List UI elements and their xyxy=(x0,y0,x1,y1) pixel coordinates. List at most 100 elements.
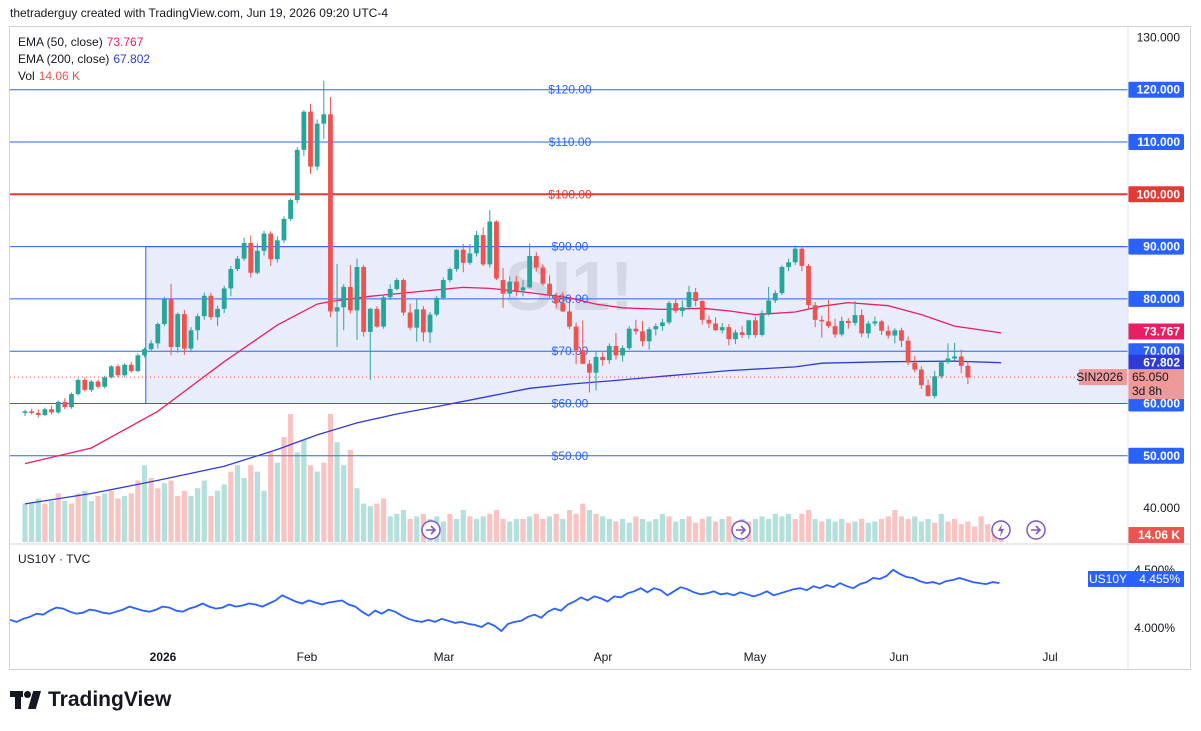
candle-body xyxy=(480,235,486,265)
candle-body xyxy=(122,364,127,376)
volume-bar xyxy=(55,493,61,542)
candle-body xyxy=(128,364,134,372)
volume-bar xyxy=(281,437,287,542)
volume-bar xyxy=(766,518,772,542)
candle-body xyxy=(905,340,911,363)
volume-bar xyxy=(294,452,300,542)
volume-bar xyxy=(135,480,141,542)
level-label-80: $80.00 xyxy=(552,292,589,306)
candle-body xyxy=(653,326,659,330)
us10y-tick-4.000: 4.000% xyxy=(1134,621,1175,635)
candle-body xyxy=(394,280,400,289)
candle-body xyxy=(606,345,612,361)
volume-bar xyxy=(540,518,546,542)
candle-body xyxy=(288,200,293,219)
volume-bar xyxy=(819,521,825,542)
volume-bar xyxy=(128,493,134,542)
candle-body xyxy=(859,315,865,334)
level-label-110: $110.00 xyxy=(549,135,592,149)
volume-bar xyxy=(407,518,413,542)
candle-body xyxy=(215,308,220,318)
candle-body xyxy=(188,330,194,349)
candle-body xyxy=(845,320,851,323)
candle-body xyxy=(573,326,579,351)
us10y-name-tag-text: US10Y xyxy=(1089,572,1127,586)
volume-bar xyxy=(892,510,898,542)
volume-bar xyxy=(88,501,94,542)
legend-ema50[interactable]: EMA (50, close) 73.767 xyxy=(18,34,143,50)
volume-bar xyxy=(480,516,486,542)
candle-body xyxy=(401,280,406,313)
candle-body xyxy=(912,362,918,370)
volume-bar xyxy=(666,516,672,542)
volume-bar xyxy=(812,518,818,542)
volume-bar xyxy=(473,518,480,542)
candle-body xyxy=(301,111,307,150)
candle-body xyxy=(108,366,114,378)
candle-body xyxy=(115,366,121,376)
lightning-glyph xyxy=(998,524,1004,537)
volume-bar xyxy=(865,522,871,542)
candle-body xyxy=(22,411,28,413)
candle-body xyxy=(102,377,108,387)
volume-bar xyxy=(102,493,108,542)
candle-body xyxy=(62,401,68,408)
candle-body xyxy=(533,256,539,268)
candle-body xyxy=(613,345,619,356)
us10y-name-tag xyxy=(1088,571,1128,587)
volume-bar xyxy=(341,465,347,542)
candle-body xyxy=(666,303,672,323)
candle-body xyxy=(181,314,187,349)
level-label-70: $70.00 xyxy=(552,344,589,358)
candle-body xyxy=(679,307,685,311)
candle-body xyxy=(713,323,718,331)
volume-bar xyxy=(825,518,832,542)
candle-body xyxy=(374,308,380,327)
axis-tag-text-80: 80.000 xyxy=(1143,292,1180,306)
candle-body xyxy=(620,348,625,356)
axis-tag-50 xyxy=(1128,447,1184,464)
axis-tag-last xyxy=(1128,369,1184,400)
candle-body xyxy=(819,319,825,322)
volume-bar xyxy=(95,495,101,542)
volume-bar xyxy=(29,503,35,542)
candle-body xyxy=(195,316,201,331)
candle-body xyxy=(447,269,453,281)
volume-bar xyxy=(586,510,592,542)
volume-bar xyxy=(307,465,314,542)
volume-bar xyxy=(440,521,446,542)
candle-body xyxy=(759,313,765,335)
volume-bar xyxy=(447,513,453,542)
volume-bar xyxy=(659,513,666,542)
level-label-120: $120.00 xyxy=(548,83,592,97)
candle-body xyxy=(241,242,247,259)
candle-body xyxy=(540,267,546,284)
volume-bar xyxy=(42,503,48,542)
candle-body xyxy=(660,322,665,327)
candle-body xyxy=(593,356,599,373)
level-label-50: $50.00 xyxy=(552,449,589,463)
axis-tag-67.802 xyxy=(1128,354,1184,371)
tradingview-logo[interactable]: TradingView xyxy=(10,688,171,712)
volume-bar xyxy=(905,518,911,542)
volume-bar xyxy=(566,510,573,542)
candle-body xyxy=(274,240,280,260)
legend-ema200[interactable]: EMA (200, close) 67.802 xyxy=(18,51,150,67)
volume-bar xyxy=(367,506,373,542)
volume-bar xyxy=(75,493,81,542)
volume-bar xyxy=(22,503,28,542)
us10y-value-tag-text: 4.455% xyxy=(1139,572,1180,586)
volume-bar xyxy=(248,465,254,542)
candle-body xyxy=(766,300,772,314)
axis-tag-text-100: 100.000 xyxy=(1137,187,1181,201)
legend-volume[interactable]: Vol 14.06 K xyxy=(18,68,80,84)
candle-body xyxy=(321,114,327,124)
candle-body xyxy=(414,309,420,328)
candle-body xyxy=(361,266,367,332)
volume-bar xyxy=(573,513,579,542)
candle-body xyxy=(633,328,639,332)
candle-body xyxy=(520,287,526,291)
axis-tag-text-67.802: 67.802 xyxy=(1143,356,1180,370)
chart-attribution: thetraderguy created with TradingView.co… xyxy=(10,6,388,20)
